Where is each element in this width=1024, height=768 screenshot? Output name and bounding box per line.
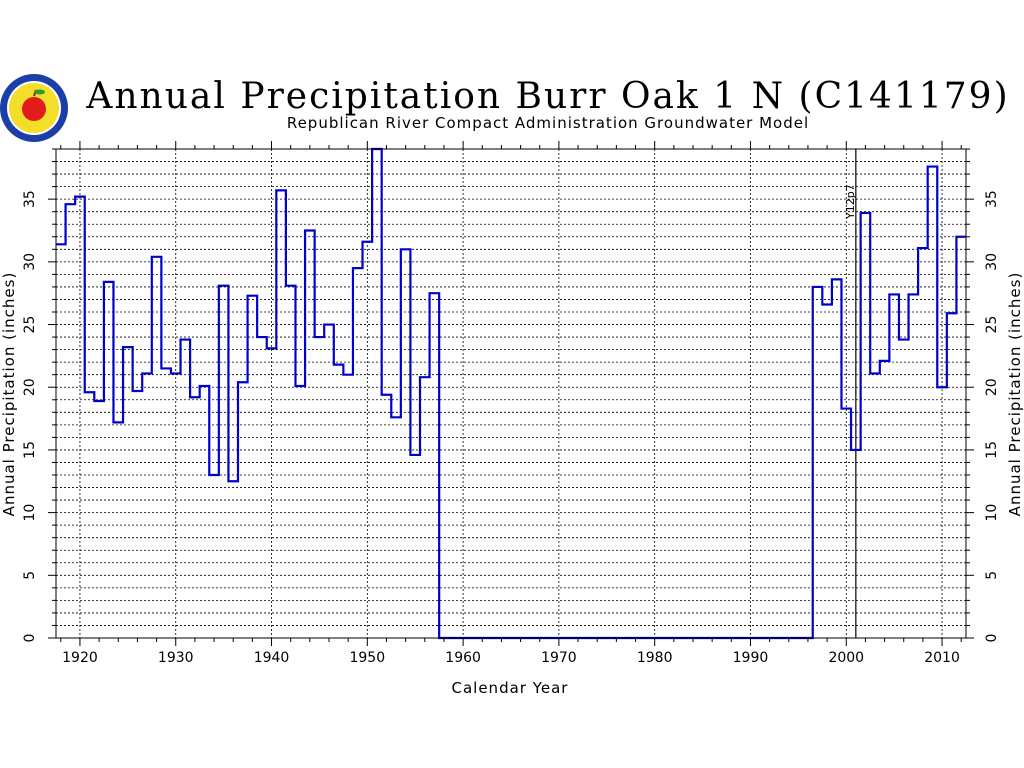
data-point-1929 bbox=[161, 367, 171, 369]
data-point-2011 bbox=[947, 312, 957, 314]
grid bbox=[56, 149, 966, 638]
data-point-2007 bbox=[909, 293, 919, 295]
data-point-1923 bbox=[104, 281, 114, 283]
y-tick-label-left: 10 bbox=[22, 504, 38, 522]
plot-frame bbox=[55, 148, 967, 639]
data-point-1939 bbox=[257, 336, 267, 338]
x-tick-label: 2000 bbox=[828, 650, 864, 666]
data-point-2010 bbox=[937, 386, 947, 388]
data-point-2004 bbox=[880, 360, 890, 362]
data-point-1933 bbox=[200, 385, 210, 387]
series-layer bbox=[56, 147, 966, 640]
data-point-1946 bbox=[324, 324, 334, 326]
data-point-1936 bbox=[228, 480, 238, 482]
y-tick-label-left: 15 bbox=[22, 441, 38, 459]
data-point-1925 bbox=[123, 346, 133, 348]
axes: 1920 1930 1940 1950 1960 1970 1980 1990 2000 2010… bbox=[22, 141, 1000, 666]
y-axis-label-right: Annual Precipitation (inches) bbox=[1006, 272, 1024, 517]
x-tick-label: 1930 bbox=[158, 650, 194, 666]
x-tick-label: 1990 bbox=[733, 650, 769, 666]
data-point-1998 bbox=[822, 303, 832, 305]
data-point-1954 bbox=[401, 248, 411, 250]
data-point-1926 bbox=[133, 390, 143, 392]
chart-title: Annual Precipitation Burr Oak 1 N (C1411… bbox=[85, 76, 1009, 117]
x-tick-label: 1980 bbox=[637, 650, 673, 666]
data-point-1945 bbox=[315, 336, 325, 338]
data-point-1921 bbox=[85, 391, 95, 393]
data-point-1935 bbox=[219, 285, 229, 287]
x-tick-label: 2010 bbox=[924, 650, 960, 666]
annotation: Y12p7 bbox=[844, 149, 857, 638]
data-point-1931 bbox=[181, 339, 191, 341]
data-point-2012 bbox=[956, 236, 966, 238]
data-point-1949 bbox=[353, 267, 363, 269]
x-tick-label: 1970 bbox=[541, 650, 577, 666]
data-point-1930 bbox=[171, 372, 181, 374]
data-point-1997 bbox=[813, 286, 823, 288]
y-tick-label-right: 35 bbox=[984, 190, 1000, 208]
data-point-2001 bbox=[851, 449, 861, 451]
data-point-2002 bbox=[861, 212, 871, 214]
data-point-1999 bbox=[832, 278, 842, 280]
data-point-1942 bbox=[286, 285, 296, 287]
x-tick-label: 1940 bbox=[254, 650, 290, 666]
data-point-1953 bbox=[391, 416, 401, 418]
data-point-1952 bbox=[382, 394, 392, 396]
y-axis-label-left: Annual Precipitation (inches) bbox=[0, 272, 18, 517]
y-tick-label-right: 30 bbox=[984, 253, 1000, 271]
y-tick-label-left: 25 bbox=[22, 316, 38, 334]
data-point-2003 bbox=[870, 372, 880, 374]
y-tick-label-left: 35 bbox=[22, 190, 38, 208]
chart-subtitle: Republican River Compact Administration … bbox=[287, 114, 809, 132]
data-point-1934 bbox=[209, 474, 219, 476]
data-point-1932 bbox=[190, 396, 200, 398]
y-tick-label-right: 25 bbox=[984, 316, 1000, 334]
data-point-1918 bbox=[56, 243, 66, 245]
annotation-label: Y12p7 bbox=[844, 184, 857, 220]
data-point-1922 bbox=[94, 400, 104, 402]
data-point-1928 bbox=[152, 256, 162, 258]
data-point-2005 bbox=[889, 293, 899, 295]
data-point-1927 bbox=[142, 372, 152, 374]
y-tick-label-right: 20 bbox=[984, 378, 1000, 396]
data-point-2006 bbox=[899, 339, 909, 341]
data-point-1919 bbox=[66, 203, 76, 205]
data-point-1940 bbox=[267, 347, 277, 349]
data-point-1947 bbox=[334, 364, 344, 366]
y-tick-label-right: 15 bbox=[984, 441, 1000, 459]
x-tick-label: 1960 bbox=[445, 650, 481, 666]
data-point-2009 bbox=[928, 166, 938, 168]
data-point-1938 bbox=[248, 295, 258, 297]
data-point-1957 bbox=[430, 292, 440, 294]
x-tick-label: 1920 bbox=[62, 650, 98, 666]
y-tick-label-right: 5 bbox=[984, 571, 1000, 580]
data-point-1956 bbox=[420, 376, 430, 378]
y-tick-label-left: 0 bbox=[22, 634, 38, 643]
y-tick-label-right: 10 bbox=[984, 504, 1000, 522]
data-point-1948 bbox=[343, 374, 353, 376]
x-tick-label: 1950 bbox=[349, 650, 385, 666]
y-tick-label-left: 20 bbox=[22, 378, 38, 396]
y-tick-label-right: 0 bbox=[984, 634, 1000, 643]
y-tick-label-left: 5 bbox=[22, 571, 38, 580]
data-point-2008 bbox=[918, 247, 928, 249]
data-point-1944 bbox=[305, 230, 315, 232]
data-point-2000 bbox=[841, 408, 851, 410]
data-point-1955 bbox=[410, 454, 420, 456]
x-axis-label: Calendar Year bbox=[452, 679, 569, 697]
data-point-1920 bbox=[75, 196, 85, 198]
y-tick-label-left: 30 bbox=[22, 253, 38, 271]
data-point-1950 bbox=[363, 241, 373, 243]
data-point-1924 bbox=[113, 421, 123, 423]
agency-logo bbox=[0, 74, 68, 142]
data-point-1943 bbox=[295, 385, 305, 387]
data-point-1937 bbox=[238, 381, 248, 383]
data-point-1941 bbox=[276, 189, 286, 191]
series-line bbox=[56, 147, 966, 640]
